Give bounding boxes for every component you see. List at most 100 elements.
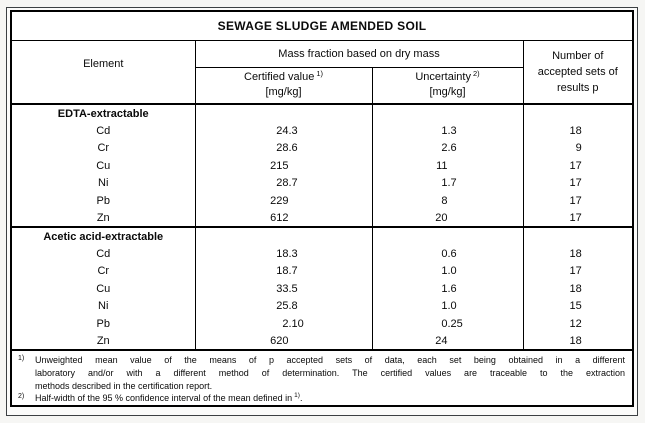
certified-value-unit: [mg/kg] — [265, 86, 302, 99]
uncertainty-label: Uncertainty — [415, 71, 471, 84]
accepted-sets-value: 9 — [522, 139, 634, 157]
data-row: Cr 28.6 2.6 9 — [11, 139, 634, 157]
accepted-sets-value: 18 — [522, 122, 634, 140]
table-title: SEWAGE SLUDGE AMENDED SOIL — [11, 11, 634, 41]
element-symbol: Zn — [96, 334, 110, 347]
section-title: EDTA-extractable — [57, 107, 149, 120]
uncertainty-value: 0.25 — [371, 315, 523, 333]
uncertainty-value: 24 — [371, 332, 523, 350]
element-symbol: Zn — [96, 211, 110, 224]
header-row-2: Certified value 1) [mg/kg] Uncertainty 2) … — [11, 67, 633, 105]
uncertainty-value: 1.3 — [371, 122, 523, 140]
data-row: Zn 620 24 18 — [11, 332, 634, 350]
certified-value: 28.6 — [194, 139, 372, 157]
element-symbol: Cu — [96, 159, 111, 172]
data-row: Cd 24.3 1.3 18 — [11, 122, 634, 140]
section-header-row: EDTA-extractable — [11, 104, 634, 122]
uncertainty-value: 11 — [371, 157, 523, 175]
uncertainty-value: 20 — [371, 209, 523, 227]
data-row: Cd 18.3 0.6 18 — [11, 245, 634, 263]
footnote-2-marker: 2) — [18, 393, 25, 401]
footnote-ref-2: 2) — [472, 68, 480, 78]
accepted-sets-value: 18 — [522, 280, 634, 298]
element-symbol: Ni — [98, 300, 109, 313]
certified-value: 33.5 — [194, 280, 372, 298]
empty-cell — [194, 226, 372, 245]
footnote-1-line-2: laboratory and/or with a different metho… — [35, 367, 626, 378]
uncertainty-value: 0.6 — [371, 245, 523, 263]
accepted-sets-value: 17 — [522, 157, 634, 175]
footnote-ref-1: 1) — [316, 68, 323, 78]
element-symbol: Cr — [97, 265, 110, 278]
table-body: EDTA-extractable Cd 24.3 1.3 18 Cr 28.6 2.6 9 Cu 2… — [11, 104, 634, 350]
certified-value: 18.3 — [194, 245, 372, 263]
footnotes-area: 1) Unweighted mean value of the means of… — [11, 348, 634, 407]
certified-value: 25.8 — [194, 297, 372, 315]
table-head: SEWAGE SLUDGE AMENDED SOIL Element Mass … — [11, 11, 634, 105]
results-table: SEWAGE SLUDGE AMENDED SOIL Element Mass … — [10, 10, 635, 408]
uncertainty-value: 8 — [371, 192, 523, 210]
section-header-row: Acetic acid-extractable — [11, 226, 634, 245]
accepted-sets-value: 18 — [522, 332, 634, 350]
header-row-1: Element Mass fraction based on dry mass … — [11, 40, 634, 105]
empty-cell — [371, 104, 523, 122]
certified-value-label: Certified value — [244, 71, 315, 84]
data-row: Zn 612 20 17 — [11, 209, 634, 227]
footnote-2: 2) Half-width of the 95 % confidence int… — [15, 392, 630, 405]
empty-cell — [194, 104, 372, 122]
element-symbol: Cu — [96, 282, 111, 295]
certified-value: 612 — [194, 209, 372, 227]
empty-cell — [522, 226, 634, 245]
certified-value: 24.3 — [194, 122, 372, 140]
element-symbol: Cd — [96, 124, 111, 137]
accepted-sets-value: 17 — [522, 262, 634, 280]
certified-value: 2.10 — [194, 315, 372, 333]
data-row: Ni 25.8 1.0 15 — [11, 297, 634, 315]
footnote-2-suffix: . — [299, 393, 303, 404]
accepted-sets-value: 17 — [522, 192, 634, 210]
certified-value: 620 — [194, 332, 372, 350]
col-header-uncertainty: Uncertainty 2) [mg/kg] — [372, 67, 523, 105]
table-foot: 1) Unweighted mean value of the means of… — [11, 348, 634, 407]
footnote-2-ref-1: 1) — [294, 392, 300, 400]
uncertainty-value: 1.0 — [371, 262, 523, 280]
footnote-2-body: Half-width of the 95 % confidence interv… — [35, 393, 293, 404]
element-symbol: Pb — [96, 317, 110, 330]
uncertainty-value: 1.6 — [371, 280, 523, 298]
uncertainty-value: 2.6 — [371, 139, 523, 157]
footnote-1-text: Unweighted mean value of the means of p … — [35, 354, 630, 392]
col-header-mass-fraction: Mass fraction based on dry mass — [194, 40, 524, 68]
data-row: Cu 215 11 17 — [11, 157, 634, 175]
data-row: Cu 33.5 1.6 18 — [11, 280, 634, 298]
col-header-element: Element — [11, 40, 195, 105]
footnote-2-text: Half-width of the 95 % confidence interv… — [35, 392, 630, 405]
certified-value: 229 — [194, 192, 372, 210]
data-row: Pb 229 8 17 — [11, 192, 634, 210]
accepted-sets-value: 17 — [522, 209, 634, 227]
element-symbol: Ni — [98, 177, 109, 190]
accepted-sets-value: 15 — [522, 297, 634, 315]
data-row: Cr 18.7 1.0 17 — [11, 262, 634, 280]
footnote-1-marker: 1) — [18, 355, 25, 362]
uncertainty-unit: [mg/kg] — [429, 86, 466, 99]
empty-cell — [522, 104, 634, 122]
footnotes-row: 1) Unweighted mean value of the means of… — [11, 348, 634, 407]
accepted-sets-value: 18 — [522, 245, 634, 263]
col-header-certified-value: Certified value 1) [mg/kg] — [194, 67, 373, 105]
certified-value: 18.7 — [194, 262, 372, 280]
data-row: Ni 28.7 1.7 17 — [11, 174, 634, 192]
title-row: SEWAGE SLUDGE AMENDED SOIL — [11, 11, 634, 41]
element-symbol: Pb — [96, 194, 110, 207]
uncertainty-value: 1.0 — [371, 297, 523, 315]
element-symbol: Cr — [97, 142, 110, 155]
accepted-sets-value: 17 — [522, 174, 634, 192]
element-symbol: Cd — [96, 247, 111, 260]
footnote-1-line-3: methods described in the certification r… — [35, 380, 213, 391]
certified-value: 215 — [194, 157, 372, 175]
uncertainty-value: 1.7 — [371, 174, 523, 192]
data-row: Pb 2.10 0.25 12 — [11, 315, 634, 333]
accepted-sets-value: 12 — [522, 315, 634, 333]
col-header-accepted-sets: Number of accepted sets of results p — [522, 40, 634, 105]
section-title: Acetic acid-extractable — [11, 226, 195, 245]
